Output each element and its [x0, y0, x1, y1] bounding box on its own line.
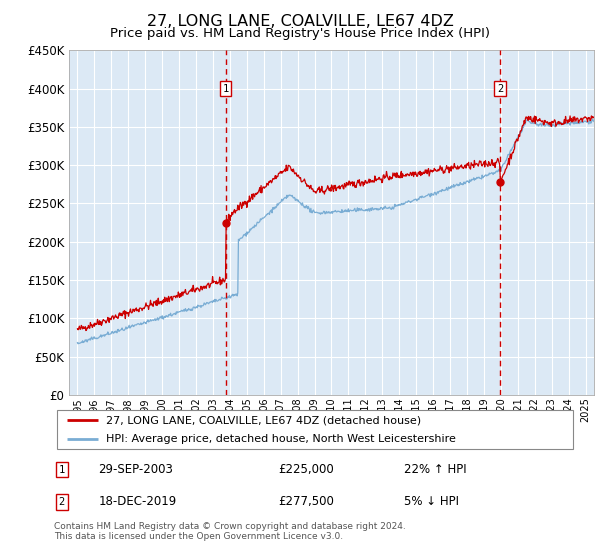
Text: 5% ↓ HPI: 5% ↓ HPI: [404, 496, 459, 508]
Text: 2: 2: [59, 497, 65, 507]
Text: 18-DEC-2019: 18-DEC-2019: [98, 496, 176, 508]
Text: This data is licensed under the Open Government Licence v3.0.: This data is licensed under the Open Gov…: [54, 532, 343, 541]
Text: 22% ↑ HPI: 22% ↑ HPI: [404, 463, 466, 476]
Text: Contains HM Land Registry data © Crown copyright and database right 2024.: Contains HM Land Registry data © Crown c…: [54, 522, 406, 531]
Text: Price paid vs. HM Land Registry's House Price Index (HPI): Price paid vs. HM Land Registry's House …: [110, 27, 490, 40]
Text: £277,500: £277,500: [278, 496, 334, 508]
Text: 27, LONG LANE, COALVILLE, LE67 4DZ: 27, LONG LANE, COALVILLE, LE67 4DZ: [146, 14, 454, 29]
FancyBboxPatch shape: [56, 410, 574, 449]
Text: £225,000: £225,000: [278, 463, 334, 476]
Text: 2: 2: [497, 83, 503, 94]
Text: 29-SEP-2003: 29-SEP-2003: [98, 463, 173, 476]
Text: HPI: Average price, detached house, North West Leicestershire: HPI: Average price, detached house, Nort…: [106, 435, 456, 445]
Text: 1: 1: [223, 83, 229, 94]
Text: 27, LONG LANE, COALVILLE, LE67 4DZ (detached house): 27, LONG LANE, COALVILLE, LE67 4DZ (deta…: [106, 415, 421, 425]
Text: 1: 1: [59, 465, 65, 475]
